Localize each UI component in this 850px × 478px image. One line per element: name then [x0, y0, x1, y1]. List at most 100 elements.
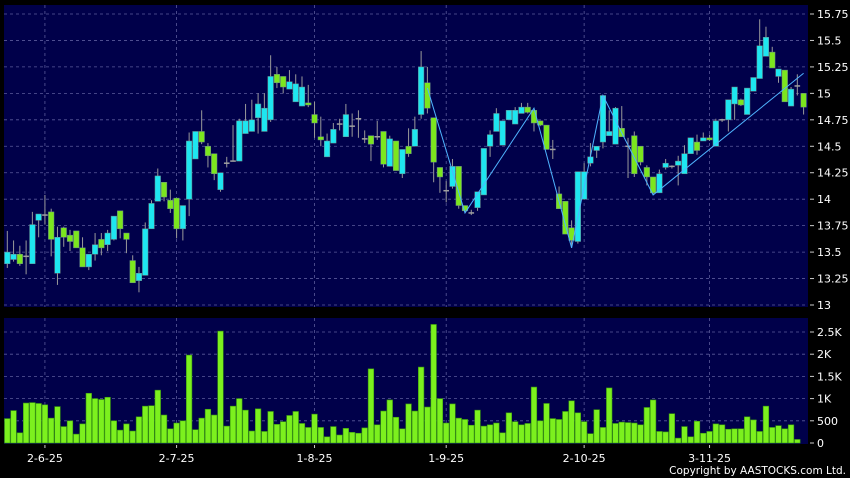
- volume-bar: [129, 430, 136, 444]
- volume-bar: [41, 404, 49, 444]
- volume-bar: [23, 402, 30, 444]
- volume-bar: [35, 403, 42, 444]
- volume-bar: [10, 410, 17, 444]
- candle-body: [110, 215, 117, 240]
- volume-bar: [392, 416, 400, 444]
- volume-bar: [292, 411, 299, 444]
- volume-bar: [142, 405, 149, 444]
- candle-body: [204, 146, 211, 157]
- price-tick-label: 13.25: [817, 273, 849, 286]
- candle-body: [750, 77, 757, 92]
- volume-bar: [775, 425, 782, 444]
- candle-body: [687, 137, 694, 154]
- price-tick-label: 14: [817, 193, 831, 206]
- candle-body: [148, 203, 155, 230]
- volume-bar: [555, 419, 563, 444]
- volume-bar: [505, 412, 513, 444]
- volume-bar: [693, 420, 701, 444]
- volume-bar: [781, 428, 788, 444]
- volume-bar: [424, 406, 431, 444]
- candle-body: [411, 129, 418, 147]
- volume-tick-label: 2K: [817, 348, 832, 361]
- volume-bar: [499, 432, 506, 444]
- volume-bar: [512, 421, 519, 444]
- candle-body: [324, 140, 331, 158]
- candle-body: [574, 171, 581, 242]
- candle-body: [280, 76, 287, 88]
- volume-bar: [223, 425, 230, 444]
- volume-bar: [211, 414, 218, 444]
- volume-bar: [192, 429, 199, 444]
- price-tick-label: 15.75: [817, 8, 849, 21]
- volume-bar: [637, 424, 644, 444]
- candle-body: [606, 131, 613, 136]
- volume-bar: [236, 398, 243, 444]
- candle-body: [129, 260, 136, 284]
- volume-bar: [668, 413, 676, 444]
- candle-body: [305, 102, 312, 106]
- candle-body: [599, 95, 607, 143]
- x-tick-label: 2-10-25: [563, 452, 606, 465]
- candle-body: [173, 197, 180, 230]
- volume-bar: [549, 418, 556, 444]
- volume-bar: [687, 436, 694, 444]
- candle-body: [286, 81, 293, 90]
- volume-bar: [518, 424, 525, 444]
- price-tick-label: 14.75: [817, 114, 849, 127]
- volume-bar: [54, 406, 61, 444]
- volume-bar: [562, 411, 569, 444]
- candle-body: [681, 153, 688, 175]
- candle-body: [192, 131, 199, 160]
- volume-bar: [612, 423, 619, 444]
- candle-body: [342, 114, 349, 137]
- volume-bar: [411, 410, 418, 444]
- volume-bar: [160, 414, 168, 444]
- candle-body: [530, 110, 538, 124]
- volume-bar: [349, 432, 356, 444]
- volume-bar: [60, 426, 67, 444]
- candle-body: [537, 120, 544, 126]
- candle-body: [725, 99, 732, 121]
- volume-bar: [480, 425, 487, 444]
- volume-bar: [681, 426, 688, 444]
- volume-bar: [675, 437, 682, 444]
- candle-body: [317, 136, 324, 141]
- candle-body: [261, 107, 268, 132]
- price-panel: [4, 5, 808, 307]
- volume-bar: [85, 392, 92, 444]
- price-tick-label: 13.5: [817, 246, 842, 259]
- volume-bar: [568, 400, 575, 444]
- volume-bar: [204, 408, 212, 444]
- candle-body: [242, 120, 249, 134]
- price-tick-label: 15.5: [817, 34, 842, 47]
- candle-body: [756, 45, 763, 79]
- candle-body: [161, 182, 168, 198]
- candle-body: [650, 176, 657, 194]
- volume-bar: [769, 427, 776, 444]
- volume-bar: [311, 413, 318, 444]
- candle-body: [16, 253, 23, 264]
- volume-bar: [286, 415, 293, 444]
- volume-bar: [706, 431, 713, 444]
- candle-body: [781, 69, 788, 103]
- candle-body: [418, 66, 425, 115]
- candle-body: [775, 68, 782, 77]
- volume-bar: [261, 431, 268, 444]
- volume-bar: [186, 354, 193, 444]
- volume-bar: [593, 409, 600, 444]
- volume-bar: [217, 330, 224, 444]
- volume-bar: [650, 399, 657, 444]
- price-tick-label: 15: [817, 87, 831, 100]
- candle-body: [769, 51, 776, 69]
- candle-body: [60, 227, 67, 238]
- volume-bar: [110, 420, 117, 444]
- volume-bar: [16, 432, 23, 444]
- volume-bar: [355, 432, 362, 444]
- volume-bar: [656, 431, 663, 444]
- volume-bar: [367, 368, 375, 444]
- x-tick-label: 2-6-25: [27, 452, 63, 465]
- candle-body: [104, 232, 111, 245]
- volume-bar: [543, 403, 550, 444]
- volume-bar: [380, 410, 387, 444]
